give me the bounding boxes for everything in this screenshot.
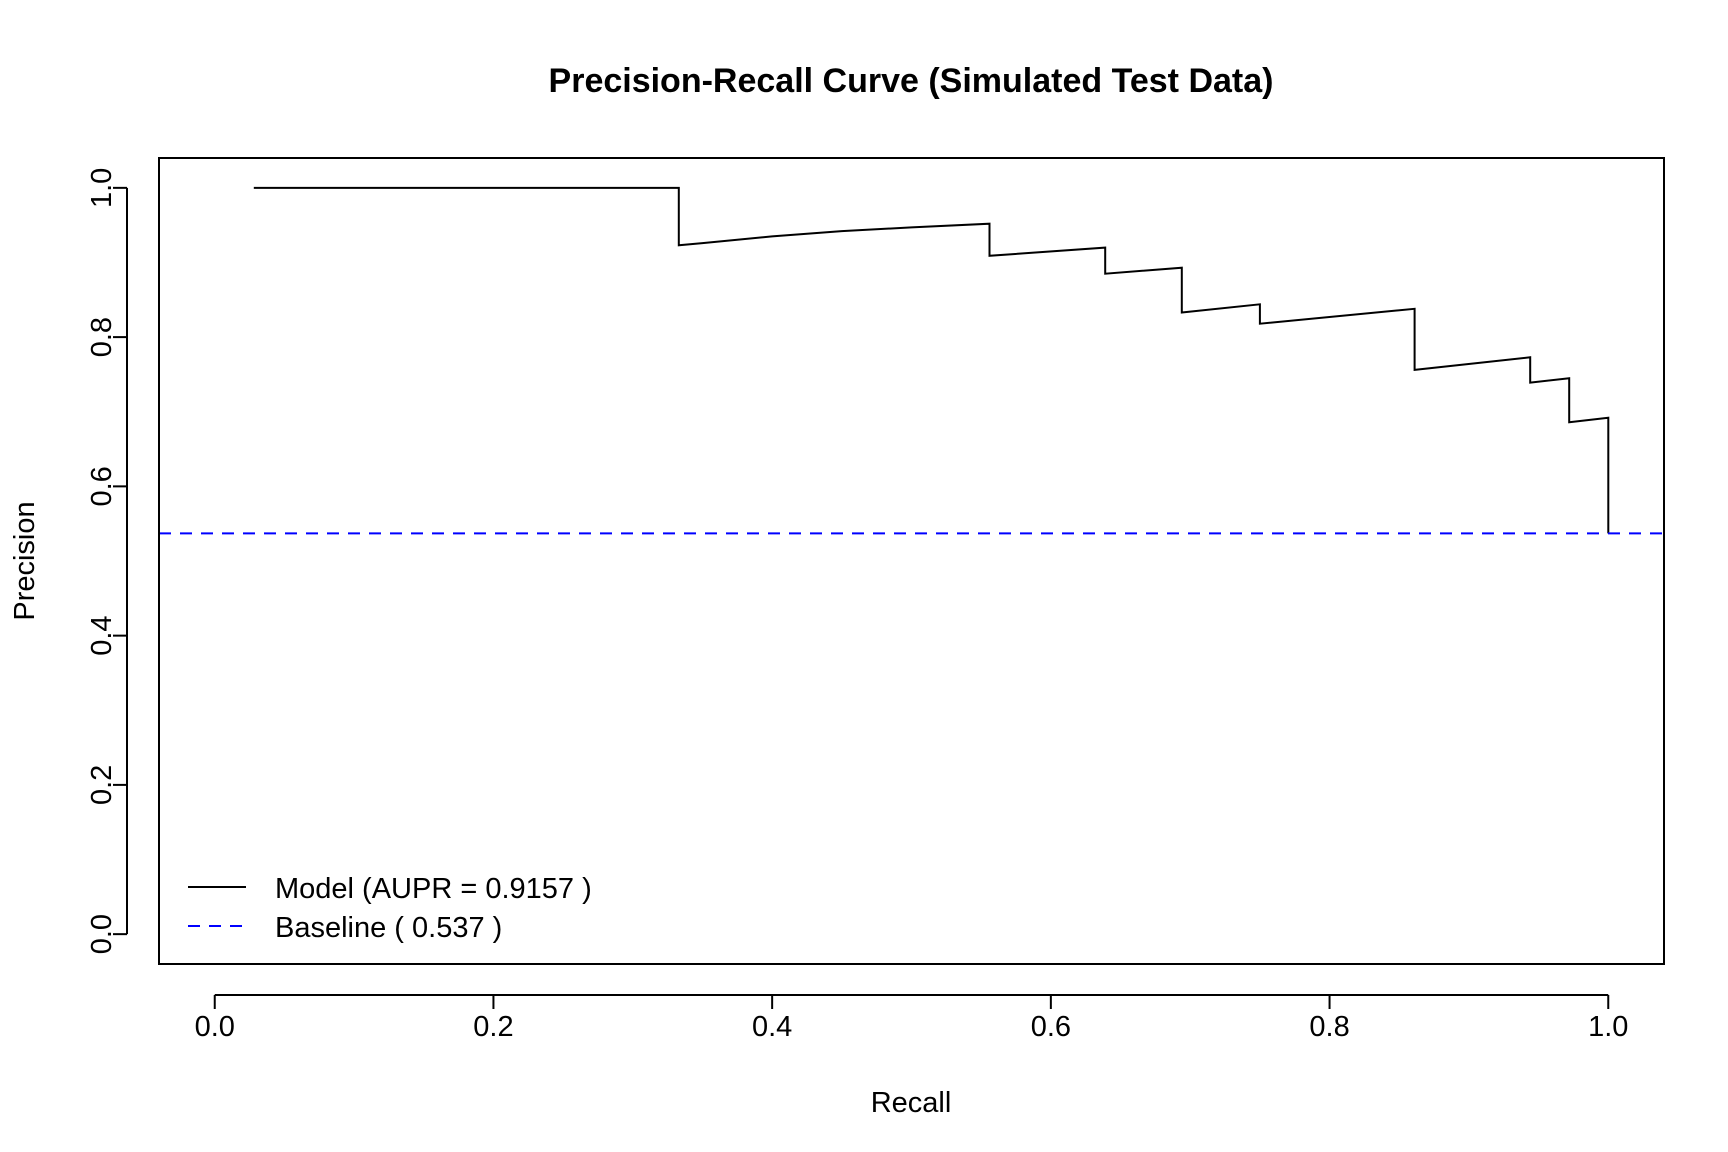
y-tick-label: 1.0 [86, 168, 118, 208]
plot-frame [158, 157, 1665, 965]
chart-title: Precision-Recall Curve (Simulated Test D… [549, 62, 1274, 100]
x-axis: 0.0 0.2 0.4 0.6 0.8 1.0 [195, 994, 1628, 1043]
y-axis: 0.0 0.2 0.4 0.6 0.8 1.0 [86, 168, 128, 954]
y-tick-label: 0.6 [86, 466, 118, 506]
y-tick-label: 0.8 [86, 317, 118, 357]
y-tick-label: 0.0 [86, 914, 118, 954]
x-tick-label: 0.0 [195, 1011, 235, 1043]
y-axis-label: Precision [9, 501, 41, 620]
x-tick-label: 0.4 [752, 1011, 792, 1043]
x-axis-label: Recall [871, 1087, 952, 1119]
x-tick-label: 0.2 [473, 1011, 513, 1043]
legend-model-label: Model (AUPR = 0.9157 ) [275, 873, 592, 905]
x-tick-label: 0.6 [1031, 1011, 1071, 1043]
model-pr-curve [253, 186, 1610, 534]
x-tick-label: 0.8 [1309, 1011, 1349, 1043]
legend: Model (AUPR = 0.9157 ) Baseline ( 0.537 … [188, 873, 592, 944]
y-tick-label: 0.4 [86, 615, 118, 655]
series-layer [159, 186, 1664, 535]
legend-baseline-label: Baseline ( 0.537 ) [275, 912, 502, 944]
x-tick-label: 1.0 [1588, 1011, 1628, 1043]
y-tick-label: 0.2 [86, 765, 118, 805]
